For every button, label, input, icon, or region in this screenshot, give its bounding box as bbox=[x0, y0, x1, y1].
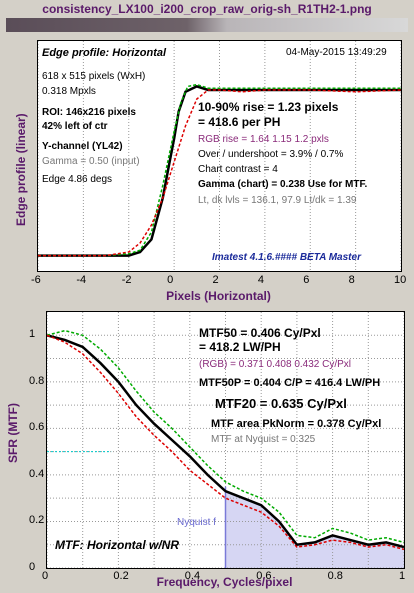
mtf-xtick-label: 0 bbox=[42, 570, 49, 582]
nyquist-label: Nyquist f bbox=[177, 517, 216, 528]
mtf-xtick-label: 0.2 bbox=[113, 570, 129, 582]
channel-label: Y-channel (YL42) bbox=[42, 141, 123, 152]
edge-chart bbox=[38, 41, 401, 271]
edge-xtick-label: -2 bbox=[121, 274, 132, 286]
mtf-ytick-label: 0.8 bbox=[29, 374, 45, 387]
edge-date: 04-May-2015 13:49:29 bbox=[286, 47, 387, 58]
edge-xtick-label: 0 bbox=[167, 274, 174, 286]
mtf50-rgb: (RGB) = 0.371 0.408 0.432 Cy/Pxl bbox=[199, 359, 352, 370]
mtf-ytick-label: 0 bbox=[29, 561, 36, 573]
edge-angle: Edge 4.86 degs bbox=[42, 174, 113, 185]
edge-xtick-label: 10 bbox=[394, 274, 407, 286]
mtf20-value: MTF20 = 0.635 Cy/Pxl bbox=[215, 396, 347, 411]
rise-value: 10-90% rise = 1.23 pixels bbox=[198, 100, 339, 114]
edge-ylabel: Edge profile (linear) bbox=[14, 113, 28, 226]
edge-title: Edge profile: Horizontal bbox=[42, 47, 167, 59]
mtf50-value: MTF50 = 0.406 Cy/Pxl bbox=[199, 326, 321, 340]
image-thumbnail bbox=[6, 18, 408, 32]
edge-series-line bbox=[38, 83, 401, 257]
edge-series-line bbox=[38, 89, 401, 257]
mtf-ytick-label: 0.2 bbox=[29, 514, 45, 527]
edge-xlabel: Pixels (Horizontal) bbox=[166, 289, 271, 303]
mtf-series-line bbox=[47, 334, 404, 551]
per-ph-value: = 418.6 per PH bbox=[198, 115, 281, 129]
mtf-xtick-label: 0.6 bbox=[256, 570, 272, 582]
edge-xtick-label: 4 bbox=[257, 274, 264, 286]
mtf-xlabel: Frequency, Cycles/pixel bbox=[156, 575, 293, 589]
mtf-area: MTF area PkNorm = 0.378 Cy/Pxl bbox=[211, 418, 382, 430]
roi-position: 42% left of ctr bbox=[42, 121, 108, 132]
mtf-xtick-label: 0.8 bbox=[327, 570, 343, 582]
overshoot: Over / undershoot = 3.9% / 0.7% bbox=[198, 149, 344, 160]
mtf-legend: MTF: Horizontal w/NR bbox=[55, 538, 179, 552]
mtf-ytick-label: 0.4 bbox=[29, 467, 45, 480]
mtf-plot: MTF50 = 0.406 Cy/Pxl = 418.2 LW/PH (RGB)… bbox=[29, 311, 405, 582]
mtf-xtick-label: 1 bbox=[399, 570, 406, 582]
info-size: 618 x 515 pixels (WxH) bbox=[42, 71, 146, 82]
edge-xticks: -6 -4 -2 0 2 4 6 8 10 bbox=[31, 274, 406, 286]
roi-size: ROI: 146x216 pixels bbox=[42, 107, 136, 118]
mtf-series-line bbox=[47, 334, 404, 549]
chart-contrast: Chart contrast = 4 bbox=[198, 164, 278, 175]
mtf-chart bbox=[47, 312, 404, 568]
mtf-nyquist: MTF at Nyquist = 0.325 bbox=[211, 434, 316, 445]
edge-xtick-label: 8 bbox=[348, 274, 355, 286]
nyquist-area bbox=[225, 491, 404, 568]
mtf-series-line bbox=[47, 329, 404, 544]
gamma-chart: Gamma (chart) = 0.238 Use for MTF. bbox=[198, 179, 368, 190]
mtf-ytick-label: 0.6 bbox=[29, 421, 45, 434]
gamma-input: Gamma = 0.50 (input) bbox=[42, 156, 140, 167]
rgb-rise: RGB rise = 1.64 1.15 1.2 pxls bbox=[198, 134, 329, 145]
mtf50p-value: MTF50P = 0.404 C/P = 416.4 LW/PH bbox=[199, 377, 381, 389]
version-label: Imatest 4.1.6.#### BETA Master bbox=[212, 252, 361, 263]
edge-xtick-label: 6 bbox=[303, 274, 310, 286]
edge-plot: Edge profile: Horizontal 04-May-2015 13:… bbox=[37, 40, 402, 272]
mtf50-lwph: = 418.2 LW/PH bbox=[199, 340, 281, 354]
mtf-ytick-label: 1 bbox=[29, 328, 36, 341]
edge-xtick-label: -6 bbox=[31, 274, 41, 286]
window-title: consistency_LX100_i200_crop_raw_orig-sh_… bbox=[42, 2, 372, 16]
mtf-ylabel: SFR (MTF) bbox=[6, 403, 20, 463]
mtf-xtick-label: 0.4 bbox=[184, 570, 201, 582]
info-mpxls: 0.318 Mpxls bbox=[42, 86, 96, 97]
light-dark-levels: Lt, dk lvls = 136.1, 97.9 Lt/dk = 1.39 bbox=[198, 195, 357, 206]
edge-xtick-label: 2 bbox=[212, 274, 219, 286]
edge-xtick-label: -4 bbox=[76, 274, 87, 286]
